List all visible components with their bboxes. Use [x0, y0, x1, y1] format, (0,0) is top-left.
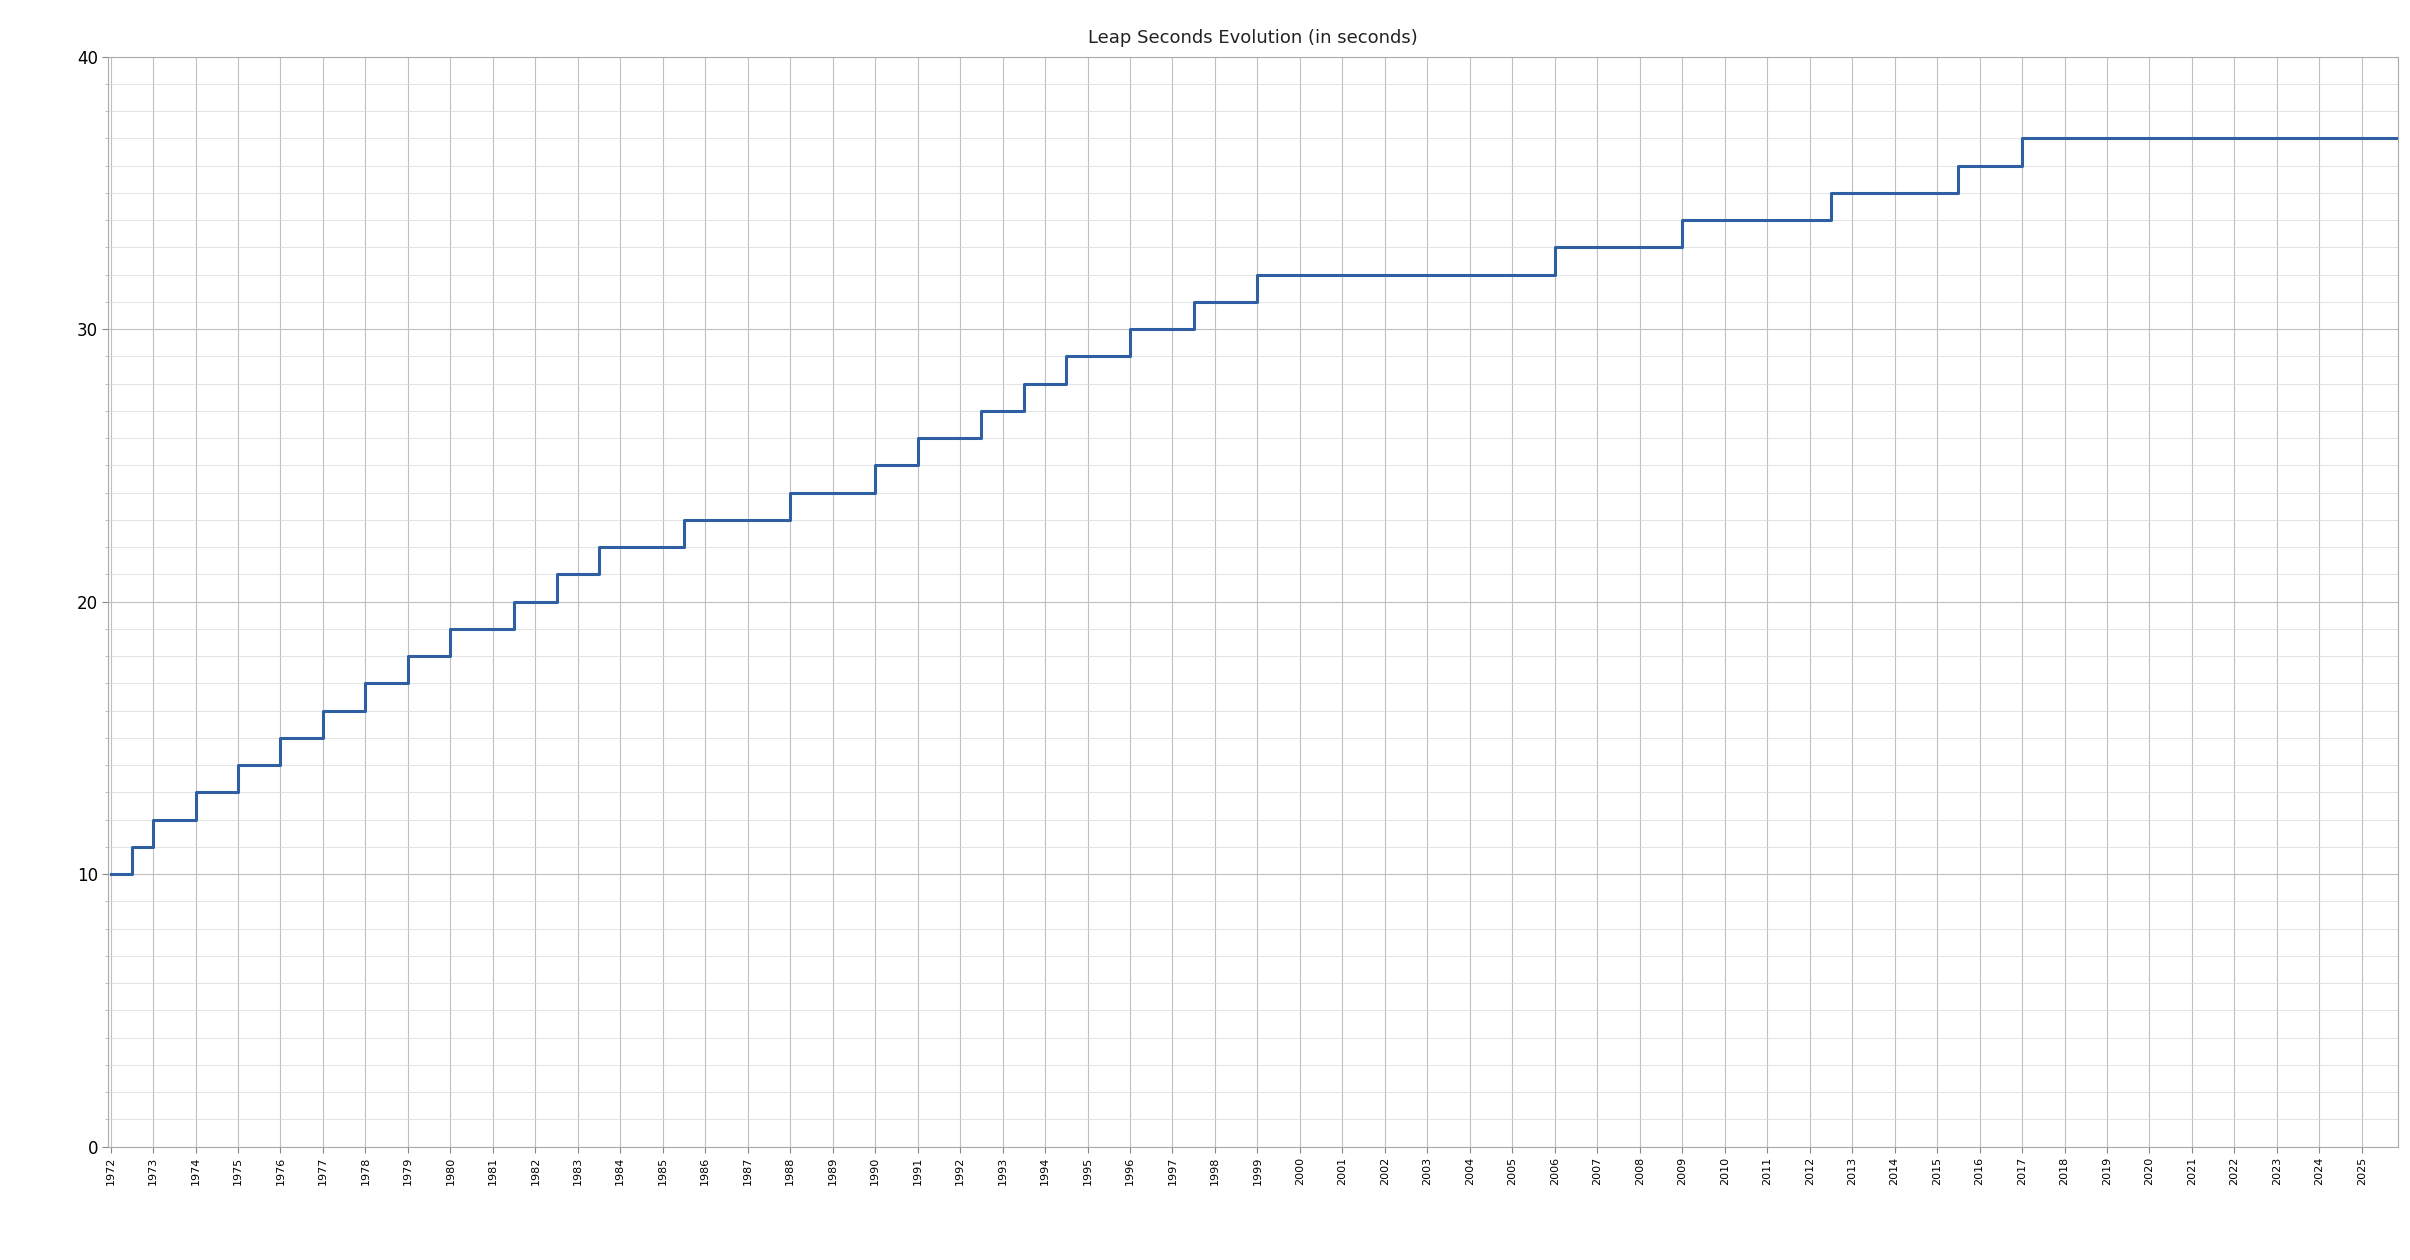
Title: Leap Seconds Evolution (in seconds): Leap Seconds Evolution (in seconds)	[1089, 29, 1417, 47]
